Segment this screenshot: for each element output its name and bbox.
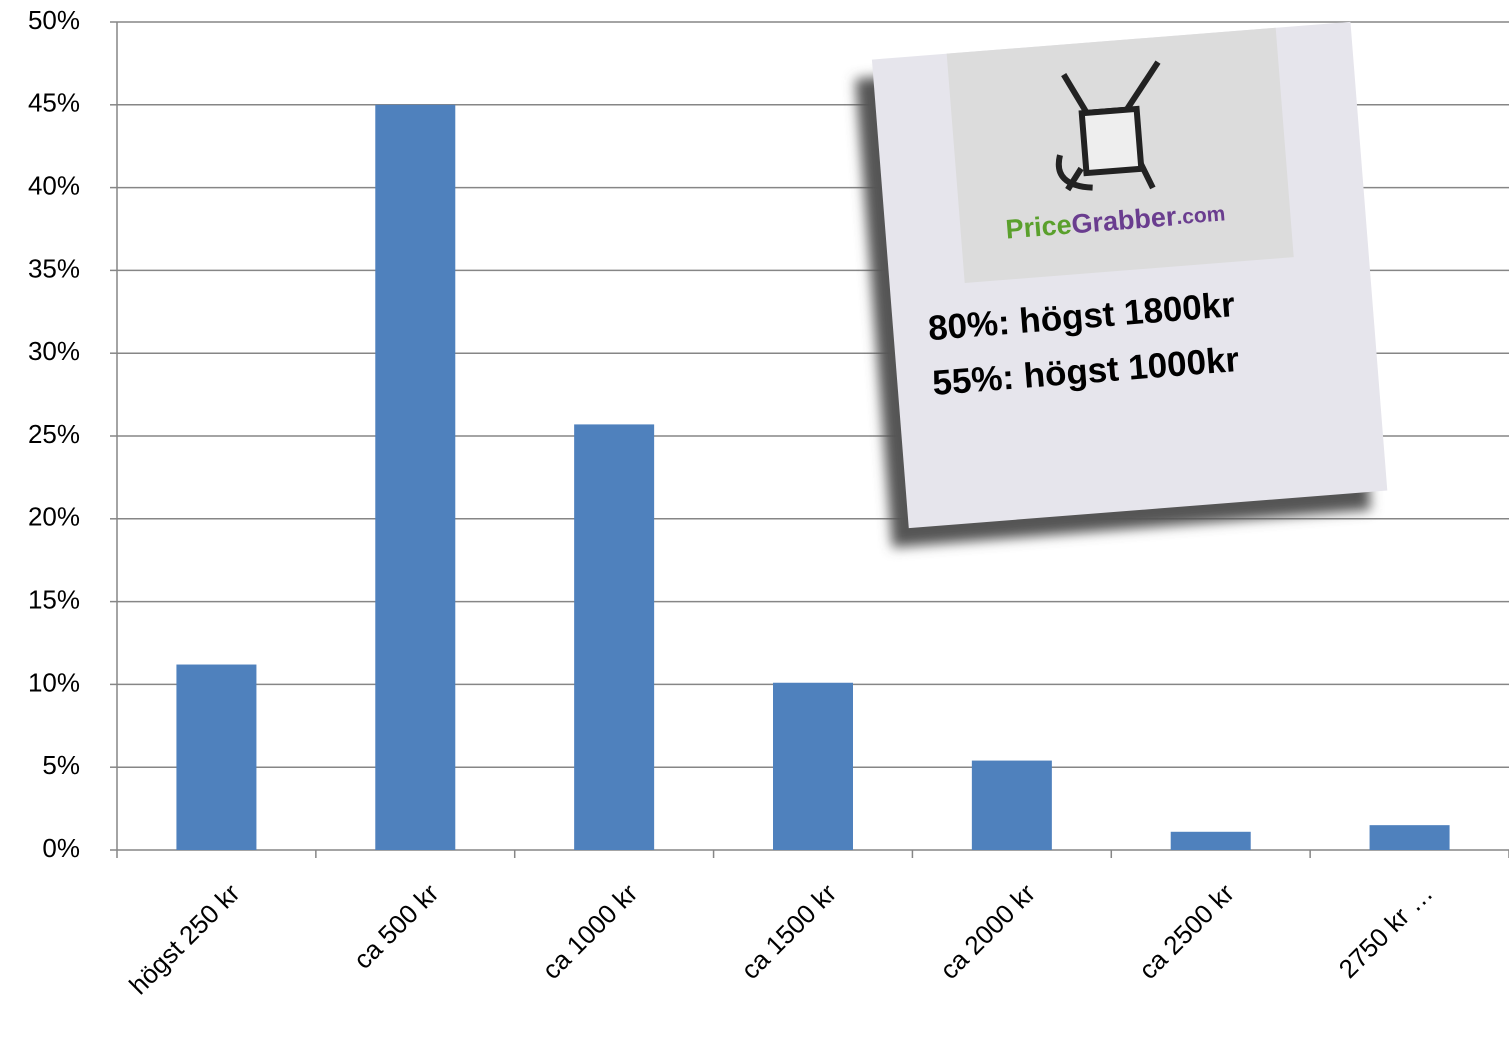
y-tick-label: 50% — [28, 5, 80, 35]
y-tick-label: 20% — [28, 502, 80, 532]
bar — [574, 424, 655, 850]
logo-price: Price — [1004, 210, 1072, 245]
x-tick-label: 2750 kr … — [1333, 878, 1439, 984]
note: PriceGrabber.com 80%: högst 1800kr 55%: … — [855, 21, 1388, 548]
logo-text: PriceGrabber.com — [1004, 198, 1226, 245]
bar — [971, 760, 1052, 850]
y-tick-label: 40% — [28, 170, 80, 200]
logo-com: .com — [1175, 202, 1226, 229]
y-tick-label: 25% — [28, 419, 80, 449]
bar — [176, 664, 257, 850]
x-tick-label: ca 1500 kr — [735, 878, 842, 985]
y-tick-label: 15% — [28, 584, 80, 614]
x-tick-label: ca 2500 kr — [1133, 878, 1240, 985]
logo-icon — [1055, 60, 1161, 192]
x-tick-label: högst 250 kr — [123, 878, 246, 1001]
y-tick-label: 45% — [28, 88, 80, 118]
bar — [1170, 831, 1251, 850]
x-tick-label: ca 1000 kr — [536, 878, 643, 985]
y-tick-label: 10% — [28, 667, 80, 697]
x-tick-label: ca 500 kr — [348, 878, 445, 975]
y-tick-label: 0% — [42, 833, 80, 863]
y-tick-label: 30% — [28, 336, 80, 366]
bar — [375, 104, 456, 851]
bar — [773, 682, 853, 850]
y-tick-label: 35% — [28, 253, 80, 283]
x-tick-label: ca 2000 kr — [934, 878, 1041, 985]
y-tick-label: 5% — [42, 750, 80, 780]
bar — [1369, 825, 1450, 850]
